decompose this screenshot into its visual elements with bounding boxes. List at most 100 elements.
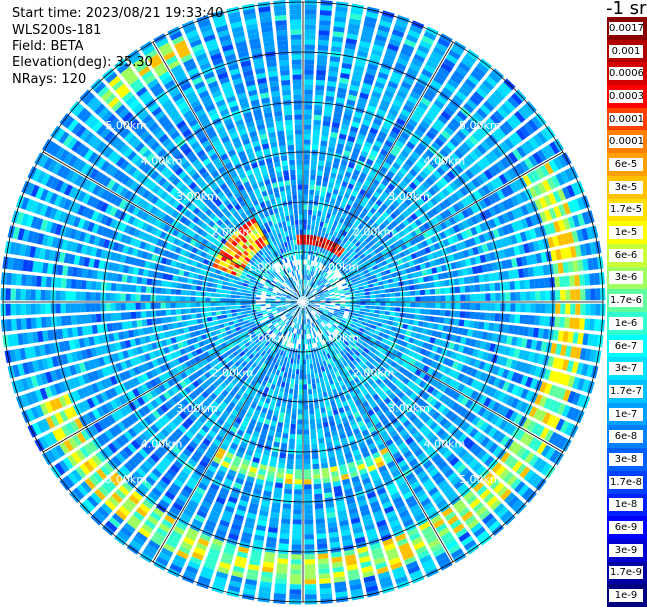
data-cell (311, 373, 315, 379)
data-cell (355, 138, 364, 146)
data-cell (317, 387, 322, 394)
data-cell (455, 503, 467, 514)
data-cell (371, 353, 378, 360)
data-cell (337, 346, 342, 353)
data-cell (486, 96, 498, 109)
data-cell (316, 533, 327, 540)
data-cell (439, 201, 448, 210)
data-cell (367, 409, 375, 417)
data-cell (439, 446, 449, 456)
data-cell (303, 244, 306, 250)
data-cell (519, 466, 531, 479)
data-cell (324, 325, 330, 330)
data-cell (534, 366, 542, 377)
data-cell (303, 214, 307, 220)
data-cell (351, 224, 357, 231)
data-cell (375, 306, 381, 310)
data-cell (340, 72, 350, 80)
data-cell (327, 146, 335, 153)
data-cell (246, 310, 252, 314)
data-cell (323, 280, 329, 285)
data-cell (167, 323, 174, 330)
data-cell (322, 371, 327, 377)
data-cell (307, 379, 312, 385)
data-cell (313, 473, 321, 480)
data-cell (557, 154, 568, 168)
data-cell (364, 312, 370, 316)
data-cell (439, 221, 448, 230)
data-cell (385, 438, 394, 447)
data-cell (373, 162, 381, 170)
data-cell (312, 358, 316, 364)
data-cell (458, 433, 468, 444)
data-cell (316, 215, 321, 222)
data-cell (569, 275, 575, 287)
data-cell (290, 418, 297, 425)
data-cell (400, 394, 409, 403)
data-cell (403, 450, 413, 459)
data-cell (388, 392, 397, 400)
data-cell (324, 365, 329, 371)
data-cell (417, 452, 427, 462)
data-cell (304, 579, 317, 585)
data-cell (438, 280, 445, 287)
data-cell (320, 366, 325, 372)
data-cell (415, 434, 425, 444)
data-cell (311, 225, 315, 231)
data-cell (314, 305, 320, 308)
data-cell (472, 430, 483, 441)
data-cell (310, 281, 314, 287)
data-cell (347, 183, 355, 190)
data-cell (359, 40, 371, 48)
data-cell (384, 139, 394, 148)
data-cell (375, 294, 381, 298)
data-cell (450, 519, 462, 530)
data-cell (298, 329, 300, 335)
data-cell (472, 246, 479, 255)
data-cell (424, 309, 431, 315)
data-cell (323, 171, 330, 178)
data-cell (364, 393, 372, 401)
data-cell (334, 249, 340, 256)
data-cell (535, 340, 543, 351)
data-cell (278, 375, 283, 382)
data-cell (339, 128, 348, 136)
data-cell (589, 241, 597, 255)
data-cell (449, 413, 458, 423)
data-cell (476, 433, 487, 445)
data-cell (382, 57, 394, 66)
data-cell (379, 256, 386, 262)
data-cell (351, 190, 358, 197)
data-cell (316, 74, 326, 81)
data-cell (435, 180, 445, 190)
data-cell (495, 465, 506, 477)
data-cell (338, 369, 344, 376)
data-cell (304, 69, 314, 75)
data-cell (316, 64, 327, 71)
data-cell (337, 315, 343, 319)
data-cell (532, 240, 540, 252)
data-cell (450, 45, 464, 56)
data-cell (446, 453, 456, 463)
data-cell (492, 365, 500, 376)
data-cell (361, 256, 368, 263)
data-cell (402, 227, 410, 235)
data-cell (319, 10, 332, 16)
data-cell (390, 302, 396, 307)
data-cell (146, 318, 153, 326)
data-cell (472, 131, 483, 142)
data-cell (354, 370, 361, 377)
data-cell (358, 244, 364, 250)
data-cell (572, 260, 579, 272)
data-cell (308, 353, 312, 360)
data-cell (336, 143, 345, 150)
data-cell (337, 245, 343, 252)
data-cell (304, 559, 316, 565)
data-cell (474, 312, 481, 320)
data-cell (321, 333, 326, 339)
data-cell (384, 187, 392, 195)
data-cell (505, 358, 513, 368)
data-cell (313, 332, 317, 338)
data-cell (277, 553, 289, 560)
data-cell (505, 303, 511, 312)
